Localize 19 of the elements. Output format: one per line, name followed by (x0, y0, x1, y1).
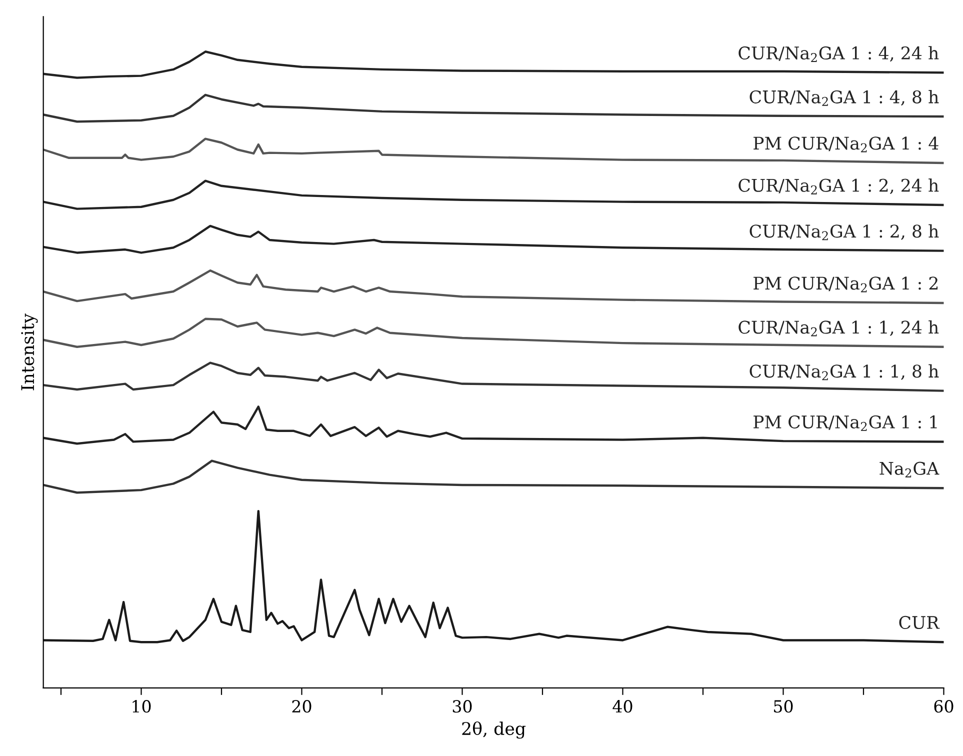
x-tick-label: 10 (132, 700, 151, 713)
x-tick-label: 40 (612, 700, 632, 713)
series-label: CUR/Na$_{2}$GA 1 : 2, 24 h (738, 178, 939, 194)
series-label: CUR/Na$_{2}$GA 1 : 2, 8 h (750, 224, 939, 240)
series-label: PM CUR/Na$_{2}$GA 1 : 2 (754, 276, 938, 292)
series-label: CUR/Na$_{2}$GA 1 : 1, 8 h (750, 364, 939, 380)
series-label: CUR/Na$_{2}$GA 1 : 4, 24 h (738, 46, 939, 62)
y-axis-title: Intensity (21, 313, 38, 390)
series-label: PM CUR/Na$_{2}$GA 1 : 1 (754, 415, 937, 431)
series-label: CUR/Na$_{2}$GA 1 : 1, 24 h (738, 320, 939, 336)
x-tick-label: 20 (292, 700, 312, 713)
x-tick-label: 30 (452, 700, 472, 713)
series-label: PM CUR/Na$_{2}$GA 1 : 4 (754, 136, 938, 152)
series-label: CUR (899, 616, 940, 630)
series-label: CUR/Na$_{2}$GA 1 : 4, 8 h (750, 90, 939, 106)
series-label: Na$_{2}$GA (880, 462, 940, 478)
x-tick-label: 50 (774, 700, 793, 713)
x-axis-title: 2θ, deg (462, 721, 526, 739)
x-tick-label: 60 (934, 700, 954, 713)
